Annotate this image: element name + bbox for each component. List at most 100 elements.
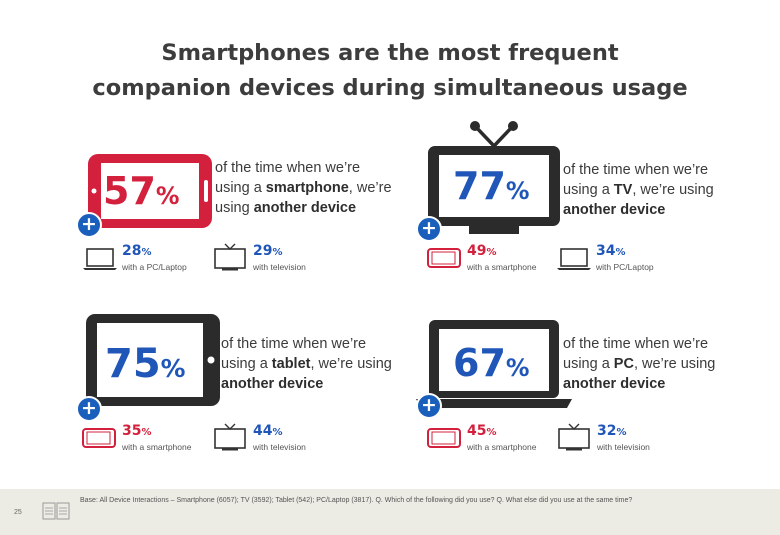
stat-number: 49 (467, 243, 487, 259)
tv-description: of the time when we’re using a TV, we’re… (563, 160, 714, 220)
pc-big-stat: 67% (453, 344, 529, 382)
desc-another-device: another device (563, 202, 666, 218)
stat-value: 34% (596, 243, 626, 259)
desc-line-1: of the time when we’re (221, 336, 367, 352)
television-icon (214, 423, 246, 451)
stat-pct: % (616, 427, 627, 438)
stat-value: 49% (467, 243, 497, 259)
desc-line-1: of the time when we’re (215, 160, 361, 176)
television-icon (428, 121, 560, 234)
desc-text: using a (563, 356, 614, 372)
pc-big-value: 67 (453, 341, 506, 385)
stat-label: with television (253, 442, 306, 452)
television-icon (214, 243, 246, 271)
smartphone-icon (427, 428, 461, 448)
tablet-icon (86, 314, 220, 406)
laptop-icon (416, 320, 572, 408)
plus-icon: + (416, 216, 442, 242)
stat-number: 34 (596, 243, 616, 259)
desc-text: using a (221, 356, 272, 372)
tablet-description: of the time when we’re using a tablet, w… (221, 334, 392, 394)
slide-footer: 25 Base: All Device Interactions – Smart… (0, 489, 780, 535)
desc-text: using (215, 200, 254, 216)
stat-label: with television (597, 442, 650, 452)
plus-icon: + (76, 212, 102, 238)
desc-device-name: tablet (271, 356, 311, 372)
book-icon (42, 502, 70, 520)
base-note: Base: All Device Interactions – Smartpho… (80, 497, 633, 504)
stat-number: 32 (597, 423, 617, 439)
stat-value: 35% (122, 423, 152, 439)
plus-icon: + (416, 393, 442, 419)
desc-line-2: using a smartphone, we’re (215, 178, 392, 198)
stat-number: 28 (122, 243, 142, 259)
page-number: 25 (14, 509, 22, 516)
desc-text: , we’re using (633, 356, 716, 372)
tablet-big-pct: % (160, 354, 186, 383)
desc-device-name: TV (613, 182, 633, 198)
stat-label: with a smartphone (122, 442, 192, 452)
stat-value: 29% (253, 243, 283, 259)
desc-line-2: using a tablet, we’re using (221, 354, 392, 374)
tv-big-value: 77 (453, 164, 506, 208)
stat-pct: % (272, 427, 283, 438)
desc-line-1: of the time when we’re (563, 162, 709, 178)
tablet-big-stat: 75% (105, 344, 186, 384)
stat-number: 35 (122, 423, 142, 439)
smartphone-icon (82, 428, 116, 448)
laptop-icon (83, 248, 117, 270)
stat-value: 32% (597, 423, 627, 439)
desc-another-device: another device (221, 376, 324, 392)
desc-text: , we’re using (310, 356, 392, 372)
smartphone-description: of the time when we’re using a smartphon… (215, 158, 392, 218)
stat-label: with PC/Laptop (596, 262, 654, 272)
stat-value: 28% (122, 243, 152, 259)
pc-description: of the time when we’re using a PC, we’re… (563, 334, 715, 394)
tv-big-stat: 77% (453, 167, 529, 205)
stat-number: 29 (253, 243, 273, 259)
smartphone-icon (427, 248, 461, 268)
desc-text: using a (215, 180, 266, 196)
desc-text: , we’re using (632, 182, 714, 198)
tv-big-pct: % (505, 177, 530, 205)
desc-device-name: smartphone (265, 180, 349, 196)
television-icon (558, 423, 590, 451)
smartphone-big-stat: 57% (103, 172, 179, 210)
slide-title: Smartphones are the most frequent compan… (0, 36, 780, 106)
stat-number: 45 (467, 423, 487, 439)
title-line-2: companion devices during simultaneous us… (92, 75, 688, 101)
smartphone-big-value: 57 (103, 169, 156, 213)
stat-pct: % (486, 427, 497, 438)
desc-another-device: another device (253, 200, 357, 216)
smartphone-icon (88, 154, 212, 228)
plus-icon: + (76, 396, 102, 422)
stat-pct: % (615, 247, 626, 258)
desc-line-3: another device (563, 374, 715, 394)
stat-pct: % (486, 247, 497, 258)
desc-line-3: another device (221, 374, 392, 394)
desc-line-3: using another device (215, 198, 392, 218)
stat-label: with a smartphone (467, 442, 537, 452)
stat-pct: % (141, 247, 152, 258)
stat-label: with a PC/Laptop (122, 262, 187, 272)
desc-text: , we’re (348, 180, 392, 196)
smartphone-big-pct: % (155, 182, 180, 210)
stat-label: with a smartphone (467, 262, 537, 272)
desc-another-device: another device (563, 376, 666, 392)
stat-value: 44% (253, 423, 283, 439)
stat-pct: % (272, 247, 283, 258)
tablet-big-value: 75 (105, 341, 161, 387)
stat-label: with television (253, 262, 306, 272)
pc-big-pct: % (505, 354, 530, 382)
desc-line-1: of the time when we’re (563, 336, 709, 352)
desc-text: using a (563, 182, 614, 198)
stat-pct: % (141, 427, 152, 438)
laptop-icon (557, 248, 591, 270)
desc-line-3: another device (563, 200, 714, 220)
desc-line-2: using a TV, we’re using (563, 180, 714, 200)
title-line-1: Smartphones are the most frequent (161, 40, 619, 66)
stat-value: 45% (467, 423, 497, 439)
desc-device-name: PC (613, 356, 634, 372)
stat-number: 44 (253, 423, 273, 439)
desc-line-2: using a PC, we’re using (563, 354, 715, 374)
